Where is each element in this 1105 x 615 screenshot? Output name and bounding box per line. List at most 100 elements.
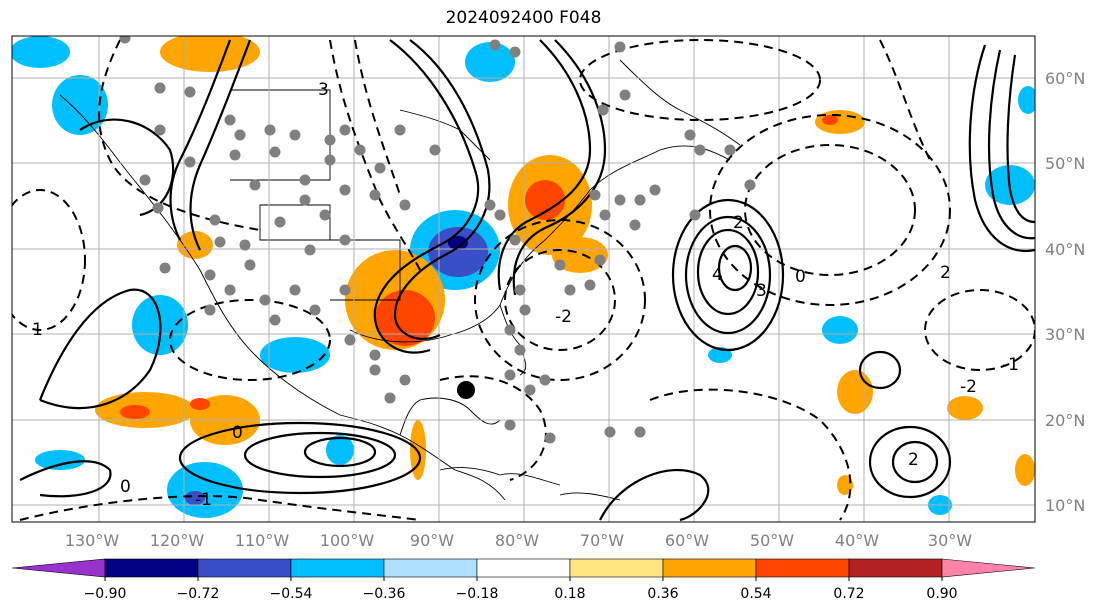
station-dot [234,129,246,141]
station-dot [399,374,411,386]
station-dot [619,89,631,101]
station-dot [369,189,381,201]
shade-blue-ne2 [1018,86,1035,114]
colorbar-segment [848,558,943,578]
shade-darkblue-gulf [428,227,488,277]
contour-pac-low-1 [178,421,422,495]
station-dot [224,284,236,296]
contour-label: 3 [318,80,329,100]
colorbar-segment [569,558,664,578]
station-dot [259,294,271,306]
contour-west-1 [169,39,232,241]
colorbar-tick-label: 0.54 [740,586,771,602]
station-dot [339,234,351,246]
contour-ne-2 [987,49,1035,240]
station-dot [154,82,166,94]
station-dot [429,144,441,156]
dashed-atl-big [709,114,951,306]
station-dot [584,279,596,291]
shade-red-pac [120,405,150,419]
station-dot [274,216,286,228]
contour-atl-se-2 [891,440,939,484]
map-frame [11,35,1036,523]
station-dot [394,124,406,136]
station-dot [319,209,331,221]
cuba [439,467,561,486]
colorbar-tick-label: −0.18 [456,586,499,602]
dashed-trough-w [329,39,421,271]
station-dot [339,124,351,136]
lon-label: 70°W [580,531,624,550]
station-dot [514,344,526,356]
contour-label: -1 [195,490,212,510]
contour-high-atl-1 [671,198,785,352]
contour-label: 0 [232,423,243,443]
station-dot [504,324,516,336]
station-dot [244,259,256,271]
contour-pac-sw [19,460,112,498]
station-dot [744,179,756,191]
station-dot [594,254,606,266]
lon-label: 30°W [928,531,972,550]
colorbar-segment [662,558,757,578]
station-dot [214,236,226,248]
shade-blue-mex [260,337,330,373]
dashed-atl-low-2 [474,219,646,381]
dashed-gulf [439,375,547,481]
station-dot [614,194,626,206]
colorbar-segment [11,558,106,578]
lon-label: 40°W [835,531,879,550]
station-dot [519,304,531,316]
station-dot [269,146,281,158]
contour-high-atl-4 [717,244,753,292]
station-dot [604,426,616,438]
lat-label: 50°N [1045,154,1085,173]
contour-label: -2 [555,307,572,327]
station-dot [269,314,281,326]
station-dot [634,194,646,206]
lat-label: 40°N [1045,240,1085,259]
station-dot [184,156,196,168]
shade-red-atl [822,115,838,125]
contour-label: 0 [795,267,806,287]
contour-label: 2 [908,450,919,470]
station-dot [684,129,696,141]
station-dot [509,46,521,58]
contour-trough-2 [393,39,491,340]
colorbar-segment [290,558,385,578]
station-dot [489,39,501,51]
latitude-labels: 60°N 50°N 40°N 30°N 20°N 10°N [1045,69,1085,515]
shading-layer [12,36,1035,518]
contour-pac-low-2 [243,431,397,479]
shade-orange-atl2 [837,370,873,414]
colorbar-segment [476,558,571,578]
station-dot [524,384,536,396]
station-dot [304,244,316,256]
shade-blue-carib [326,435,354,465]
lat-label: 60°N [1045,69,1085,88]
shade-blue-pac2 [167,462,243,518]
station-dot [384,392,396,404]
shade-navy-gulf [448,236,468,250]
lat-label: 10°N [1045,496,1085,515]
contour-label: 1 [32,320,43,340]
contour-atl-se-1 [868,425,952,499]
station-dots [119,36,756,444]
shade-blue-atl2 [822,316,858,344]
contour-label: -1 [1002,355,1019,375]
colorbar-tick-label: −0.36 [363,586,406,602]
station-dot [544,432,556,444]
colorbar-segment [197,558,292,578]
station-dot [589,189,601,201]
longitude-labels: 130°W 120°W 110°W 100°W 90°W 80°W 70°W 6… [65,531,972,550]
contour-labels: 2 4 2 -1 3 0 -2 1 0 -1 2 3 0 -2 [32,80,1019,510]
station-dot [504,369,516,381]
colorbar-segment [941,558,1036,578]
storm-marker [457,381,475,399]
dashed-trough-w2 [354,39,401,196]
contour-ridge-east-1 [497,39,592,291]
atlantic-coast-us [499,145,731,306]
station-dot [229,149,241,161]
station-dot [139,174,151,186]
contour-atl-mid [858,350,902,390]
